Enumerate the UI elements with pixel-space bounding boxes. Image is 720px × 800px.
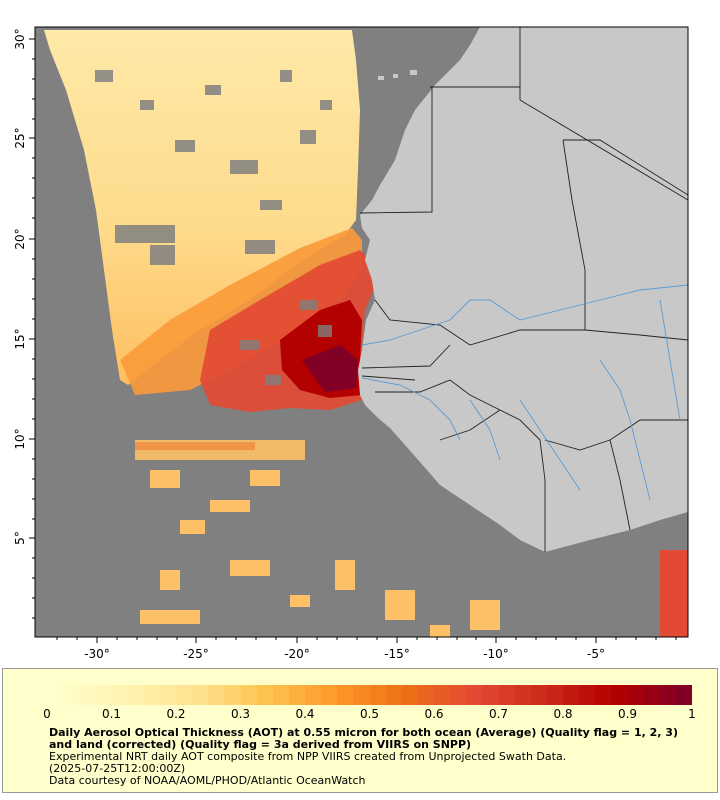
- lat-label-25: 25°: [13, 127, 27, 148]
- colorbar-step: [159, 685, 176, 705]
- colorbar-step: [288, 685, 305, 705]
- plume-gaps: [240, 300, 332, 385]
- colorbar-step: [305, 685, 322, 705]
- colorbar-step: [63, 685, 80, 705]
- lat-label-5: 5°: [13, 531, 27, 545]
- colorbar-step: [353, 685, 370, 705]
- colorbar-step: [627, 685, 644, 705]
- colorbar-step: [176, 685, 193, 705]
- colorbar-tick-label: 0.6: [424, 707, 444, 721]
- colorbar-tick-label: 0.5: [359, 707, 380, 721]
- colorbar-step: [530, 685, 547, 705]
- colorbar-step: [675, 685, 692, 705]
- colorbar-tick-label: 0: [43, 707, 51, 721]
- lon-axis: [56, 637, 677, 643]
- lat-axis: [29, 38, 35, 619]
- legend-panel: 0 0.1 0.2 0.3 0.4 0.5 0.6 0.7 0.8 0.9 1 Daily Aero…: [2, 668, 718, 793]
- legend-text: Daily Aerosol Optical Thickness (AOT) at…: [49, 727, 689, 787]
- aot-swath-low: [44, 30, 360, 385]
- colorbar-step: [482, 685, 499, 705]
- lat-label-20: 20°: [13, 228, 27, 249]
- colorbar-step: [192, 685, 209, 705]
- colorbar-step: [434, 685, 451, 705]
- colorbar-tick-label: 0.7: [488, 707, 509, 721]
- lon-label-15: -15°: [384, 647, 410, 660]
- colorbar-step: [643, 685, 660, 705]
- lat-label-30: 30°: [13, 28, 27, 49]
- colorbar-step: [143, 685, 160, 705]
- colorbar-step: [79, 685, 96, 705]
- colorbar-tick-label: 1: [688, 707, 696, 721]
- aot-plume-core: [302, 345, 358, 392]
- lon-label-5: -5°: [587, 647, 605, 660]
- colorbar-step: [385, 685, 402, 705]
- colorbar: [47, 685, 692, 705]
- colorbar-tick-label: 0.8: [553, 707, 573, 721]
- colorbar-step: [417, 685, 434, 705]
- colorbar-step: [240, 685, 257, 705]
- legend-title: Daily Aerosol Optical Thickness (AOT) at…: [49, 726, 678, 751]
- legend-line-1: Experimental NRT daily AOT composite fro…: [49, 750, 567, 763]
- colorbar-step: [208, 685, 225, 705]
- colorbar-step: [579, 685, 596, 705]
- colorbar-step: [47, 685, 64, 705]
- country-borders: [359, 27, 688, 552]
- lat-label-15: 15°: [13, 328, 27, 349]
- lon-label-30: -30°: [84, 647, 110, 660]
- legend-line-3: Data courtesy of NOAA/AOML/PHOD/Atlantic…: [49, 774, 366, 787]
- colorbar-step: [450, 685, 467, 705]
- colorbar-tick-label: 0.2: [166, 707, 186, 721]
- aot-east-edge: [660, 550, 688, 637]
- colorbar-step: [659, 685, 676, 705]
- colorbar-step: [337, 685, 354, 705]
- colorbar-step: [369, 685, 386, 705]
- islands: [378, 70, 417, 80]
- lat-labels: 30° 25° 20° 15° 10° 5°: [13, 28, 27, 544]
- colorbar-tick-label: 0.9: [617, 707, 638, 721]
- lon-label-10: -10°: [483, 647, 509, 660]
- colorbar-step: [272, 685, 289, 705]
- legend-line-2: (2025-07-25T12:00:00Z): [49, 762, 186, 775]
- plot-frame: [34, 26, 689, 638]
- colorbar-step: [224, 685, 241, 705]
- colorbar-step: [563, 685, 580, 705]
- lat-label-10: 10°: [13, 428, 27, 449]
- colorbar-tick-label: 0.1: [101, 707, 122, 721]
- colorbar-step: [127, 685, 144, 705]
- colorbar-tick-label: 0.4: [295, 707, 315, 721]
- colorbar-step: [466, 685, 483, 705]
- colorbar-step: [321, 685, 338, 705]
- aot-southern-band-orange: [135, 442, 255, 450]
- colorbar-step: [595, 685, 612, 705]
- lon-label-25: -25°: [183, 647, 209, 660]
- rivers: [361, 284, 688, 501]
- colorbar-ticks: 0 0.1 0.2 0.3 0.4 0.5 0.6 0.7 0.8 0.9 1: [43, 707, 696, 723]
- colorbar-step: [498, 685, 515, 705]
- lon-label-20: -20°: [284, 647, 310, 660]
- colorbar-step: [111, 685, 128, 705]
- colorbar-step: [256, 685, 273, 705]
- colorbar-step: [546, 685, 563, 705]
- lon-labels: -30° -25° -20° -15° -10° -5°: [84, 647, 605, 660]
- swath-gaps: [95, 70, 332, 265]
- colorbar-tick-label: 0.3: [230, 707, 251, 721]
- colorbar-step: [401, 685, 418, 705]
- aot-map: 30° 25° 20° 15° 10° 5° -30° -25° -20° -1…: [13, 26, 689, 660]
- colorbar-step: [514, 685, 531, 705]
- colorbar-step: [95, 685, 112, 705]
- colorbar-step: [611, 685, 628, 705]
- land-west-africa: [358, 27, 688, 552]
